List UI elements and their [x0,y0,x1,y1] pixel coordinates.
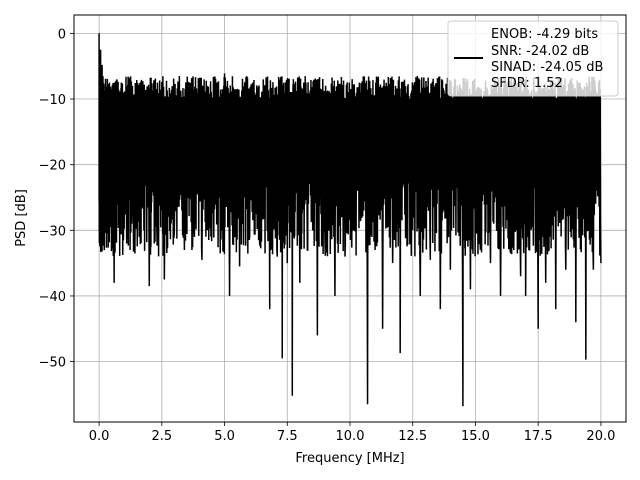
y-axis: 0 −10 −20 −30 −40 −50 [39,27,74,371]
y-axis-label: PSD [dB] [14,189,29,247]
y-tick-label: 0 [58,27,66,42]
y-tick-label: −10 [39,93,66,108]
x-axis: 0.0 2.5 5.0 7.5 10.0 12.5 15.0 17.5 20.0 [89,422,615,444]
x-tick-label: 2.5 [151,429,172,444]
x-tick-label: 12.5 [398,429,427,444]
legend-enob: ENOB: -4.29 bits [491,27,598,42]
y-tick-label: −50 [39,356,66,371]
y-tick-label: −20 [39,159,66,174]
x-tick-label: 20.0 [586,429,615,444]
psd-series-line [98,33,602,407]
x-tick-label: 17.5 [524,429,553,444]
x-tick-label: 15.0 [461,429,490,444]
x-tick-label: 10.0 [336,429,365,444]
series-layer [98,33,602,407]
legend-sfdr: SFDR: 1.52 [491,76,563,91]
legend-box [447,20,619,97]
legend-sinad: SINAD: -24.05 dB [491,60,603,75]
y-tick-label: −30 [39,224,66,239]
legend: ENOB: -4.29 bits SNR: -24.02 dB SINAD: -… [447,20,619,97]
x-axis-label: Frequency [MHz] [295,451,404,466]
x-tick-label: 5.0 [214,429,235,444]
x-tick-label: 7.5 [277,429,298,444]
y-tick-label: −40 [39,290,66,305]
legend-snr: SNR: -24.02 dB [491,44,589,59]
x-tick-label: 0.0 [89,429,110,444]
